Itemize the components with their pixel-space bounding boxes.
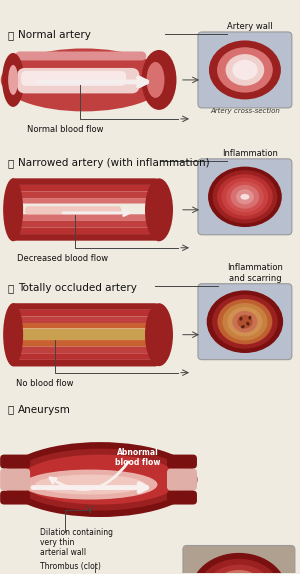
Ellipse shape	[212, 294, 278, 348]
Ellipse shape	[232, 311, 257, 332]
Ellipse shape	[20, 455, 180, 505]
Text: Dilation containing
very thin
arterial wall: Dilation containing very thin arterial w…	[40, 528, 113, 557]
Ellipse shape	[3, 303, 23, 366]
FancyBboxPatch shape	[0, 468, 30, 491]
Ellipse shape	[237, 315, 253, 328]
FancyBboxPatch shape	[167, 455, 197, 468]
Ellipse shape	[142, 50, 176, 110]
FancyBboxPatch shape	[10, 360, 159, 366]
Ellipse shape	[2, 53, 24, 107]
Ellipse shape	[217, 174, 273, 219]
Text: No blood flow: No blood flow	[16, 379, 74, 387]
Ellipse shape	[197, 559, 281, 574]
Text: Ⓐ: Ⓐ	[7, 30, 14, 40]
FancyBboxPatch shape	[10, 329, 159, 340]
FancyBboxPatch shape	[10, 192, 159, 198]
Text: Ⓓ: Ⓓ	[7, 405, 14, 414]
FancyBboxPatch shape	[25, 206, 121, 214]
FancyBboxPatch shape	[15, 52, 146, 60]
Text: Narrowed artery (with inflammation): Narrowed artery (with inflammation)	[18, 158, 210, 168]
Ellipse shape	[209, 40, 281, 99]
Ellipse shape	[217, 47, 273, 92]
Text: Normal blood flow: Normal blood flow	[27, 125, 103, 134]
FancyBboxPatch shape	[10, 340, 159, 347]
Ellipse shape	[232, 60, 257, 80]
FancyBboxPatch shape	[10, 234, 159, 241]
Text: Artery wall: Artery wall	[227, 22, 273, 31]
Ellipse shape	[246, 322, 250, 325]
Ellipse shape	[230, 185, 259, 209]
Ellipse shape	[204, 565, 274, 574]
Ellipse shape	[145, 179, 173, 241]
Ellipse shape	[3, 442, 197, 517]
Text: Decreased blood flow: Decreased blood flow	[16, 254, 108, 263]
FancyBboxPatch shape	[198, 159, 292, 235]
FancyBboxPatch shape	[10, 347, 159, 353]
Ellipse shape	[241, 325, 245, 328]
Text: Thrombus (clot): Thrombus (clot)	[40, 563, 101, 572]
FancyBboxPatch shape	[0, 491, 30, 505]
FancyBboxPatch shape	[10, 303, 159, 310]
Ellipse shape	[212, 170, 277, 223]
Ellipse shape	[8, 65, 18, 95]
Ellipse shape	[3, 179, 23, 241]
FancyBboxPatch shape	[10, 323, 159, 328]
Ellipse shape	[221, 178, 268, 216]
Ellipse shape	[1, 48, 167, 111]
Ellipse shape	[239, 317, 242, 321]
FancyBboxPatch shape	[183, 545, 295, 574]
Text: Inflammation: Inflammation	[222, 149, 278, 158]
FancyBboxPatch shape	[17, 68, 140, 94]
FancyBboxPatch shape	[198, 32, 292, 108]
FancyBboxPatch shape	[10, 221, 159, 227]
FancyBboxPatch shape	[10, 179, 159, 185]
FancyBboxPatch shape	[10, 316, 159, 323]
Ellipse shape	[11, 449, 189, 510]
Ellipse shape	[145, 303, 173, 366]
Text: Abnormal
blood flow: Abnormal blood flow	[115, 448, 161, 467]
Ellipse shape	[222, 303, 267, 340]
FancyBboxPatch shape	[167, 491, 197, 505]
Ellipse shape	[227, 307, 262, 336]
Ellipse shape	[190, 553, 287, 574]
Text: Normal artery: Normal artery	[18, 30, 91, 40]
FancyBboxPatch shape	[10, 227, 159, 234]
Text: Totally occluded artery: Totally occluded artery	[18, 283, 137, 293]
FancyBboxPatch shape	[10, 353, 159, 360]
FancyBboxPatch shape	[167, 468, 197, 491]
FancyBboxPatch shape	[10, 214, 159, 221]
FancyBboxPatch shape	[10, 198, 159, 204]
FancyBboxPatch shape	[198, 284, 292, 360]
Ellipse shape	[22, 470, 158, 499]
Ellipse shape	[248, 316, 251, 320]
Ellipse shape	[35, 475, 145, 495]
Text: Ⓑ: Ⓑ	[7, 158, 14, 168]
FancyBboxPatch shape	[10, 310, 159, 316]
Ellipse shape	[218, 299, 272, 344]
Text: Artery cross-section: Artery cross-section	[210, 108, 280, 114]
Ellipse shape	[226, 54, 264, 86]
Ellipse shape	[207, 290, 283, 353]
Ellipse shape	[240, 194, 249, 200]
Text: Inflammation
and scarring: Inflammation and scarring	[227, 263, 283, 283]
Ellipse shape	[211, 570, 267, 574]
Text: Aneurysm: Aneurysm	[18, 405, 71, 414]
Ellipse shape	[236, 189, 254, 204]
FancyBboxPatch shape	[10, 185, 159, 192]
Ellipse shape	[146, 62, 164, 98]
FancyBboxPatch shape	[0, 455, 30, 468]
Ellipse shape	[226, 181, 264, 212]
Text: Ⓒ: Ⓒ	[7, 283, 14, 293]
Ellipse shape	[208, 166, 282, 227]
FancyBboxPatch shape	[21, 71, 126, 86]
